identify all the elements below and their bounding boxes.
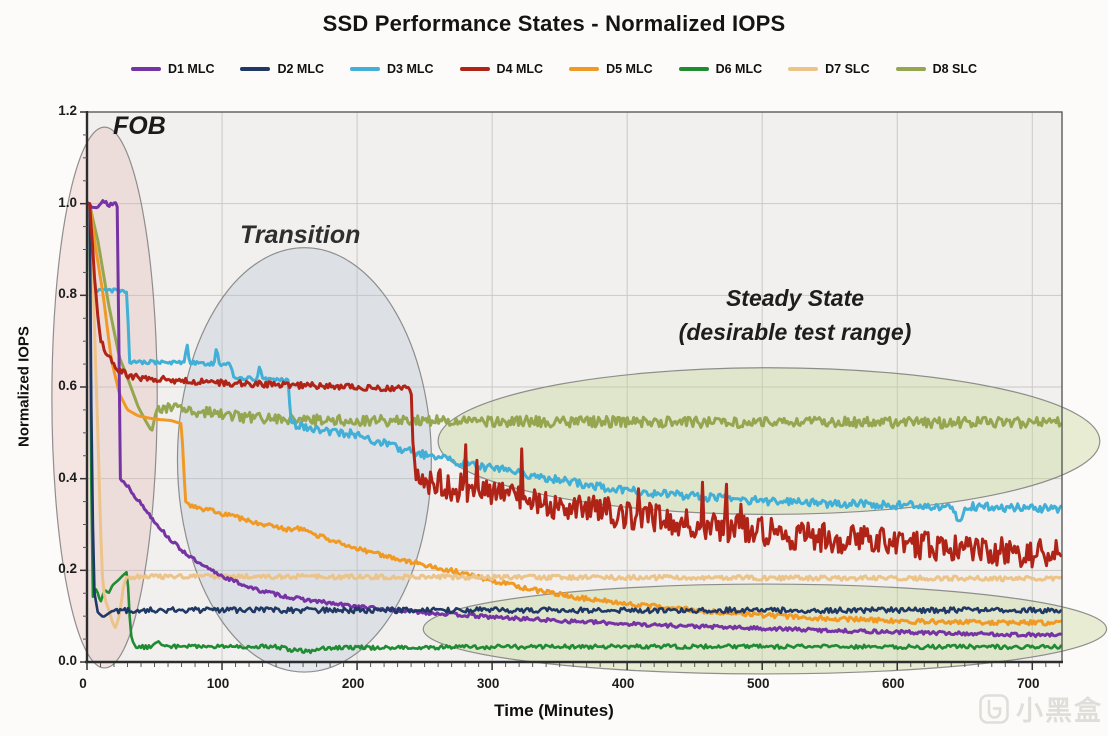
series-line-d7-slc <box>88 202 1063 629</box>
chart-title: SSD Performance States - Normalized IOPS <box>322 11 786 36</box>
legend-item-d5-mlc: D5 MLC <box>569 62 653 76</box>
legend-label: D4 MLC <box>496 62 544 76</box>
y-tick-label: 0.4 <box>58 469 77 485</box>
legend-swatch <box>788 67 819 71</box>
legend-label: D2 MLC <box>277 62 325 76</box>
y-tick-label: 0.2 <box>58 561 77 577</box>
x-tick-label: 700 <box>1017 676 1040 691</box>
x-tick-label: 200 <box>341 676 365 691</box>
series-line-d4-mlc <box>88 202 1063 569</box>
y-tick-label: 0.6 <box>58 378 77 393</box>
legend-item-d3-mlc: D3 MLC <box>350 62 434 76</box>
legend-swatch <box>895 67 926 71</box>
legend-swatch <box>130 67 161 71</box>
legend: D1 MLC D2 MLC D3 MLC D4 MLC D5 MLC D6 MLC D7 S… <box>0 62 1108 76</box>
legend-item-d8-slc: D8 SLC <box>895 62 978 76</box>
watermark-logo-icon <box>979 693 1009 724</box>
fob-ellipse <box>51 126 158 669</box>
x-tick-label: 100 <box>206 676 230 691</box>
x-axis-title: Time (Minutes) <box>494 701 614 720</box>
x-tick-label: 300 <box>476 676 500 691</box>
legend-swatch <box>678 67 709 71</box>
legend-label: D5 MLC <box>606 62 653 76</box>
annotation-transition: Transition <box>240 221 361 249</box>
x-tick-label: 400 <box>611 676 635 691</box>
legend-swatch <box>459 67 490 71</box>
series-line-d5-mlc <box>88 202 1063 627</box>
series-line-d1-mlc <box>86 199 1063 639</box>
annotation-steady-state-sub: (desirable test range) <box>678 319 912 345</box>
legend-label: D7 SLC <box>825 62 870 76</box>
legend-item-d1-mlc: D1 MLC <box>130 62 215 76</box>
y-tick-label: 1.2 <box>58 103 77 118</box>
legend-item-d4-mlc: D4 MLC <box>459 62 544 76</box>
legend-item-d2-mlc: D2 MLC <box>240 62 324 76</box>
legend-swatch <box>350 67 381 71</box>
legend-label: D6 MLC <box>715 62 763 76</box>
legend-item-d6-mlc: D6 MLC <box>678 62 763 76</box>
y-tick-label: 0.8 <box>58 286 77 302</box>
x-tick-label: 500 <box>746 676 770 691</box>
legend-label: D3 MLC <box>387 62 434 76</box>
series-line-d6-mlc <box>88 202 1063 655</box>
series-line-d8-slc <box>88 202 1063 432</box>
legend-label: D8 SLC <box>932 62 978 76</box>
transition-ellipse <box>176 247 432 673</box>
y-tick-label: 0.0 <box>58 653 77 668</box>
x-tick-label: 0 <box>79 676 87 691</box>
legend-swatch <box>240 67 271 71</box>
annotation-steady-state: Steady State <box>725 285 865 311</box>
steady-state-upper-ellipse <box>437 367 1101 516</box>
legend-item-d7-slc: D7 SLC <box>788 62 870 76</box>
annotation-fob: FOB <box>113 112 166 140</box>
x-tick-label: 600 <box>881 676 905 691</box>
watermark-text: 小黑盒 <box>1016 696 1103 727</box>
y-axis-title: Normalized IOPS <box>15 326 33 447</box>
series-line-d2-mlc <box>88 202 1063 618</box>
legend-swatch <box>569 67 600 71</box>
series-line-d3-mlc <box>88 202 1063 523</box>
watermark: 小黑盒 <box>978 689 1103 728</box>
legend-label: D1 MLC <box>167 62 215 76</box>
y-tick-label: 1.0 <box>58 194 77 210</box>
